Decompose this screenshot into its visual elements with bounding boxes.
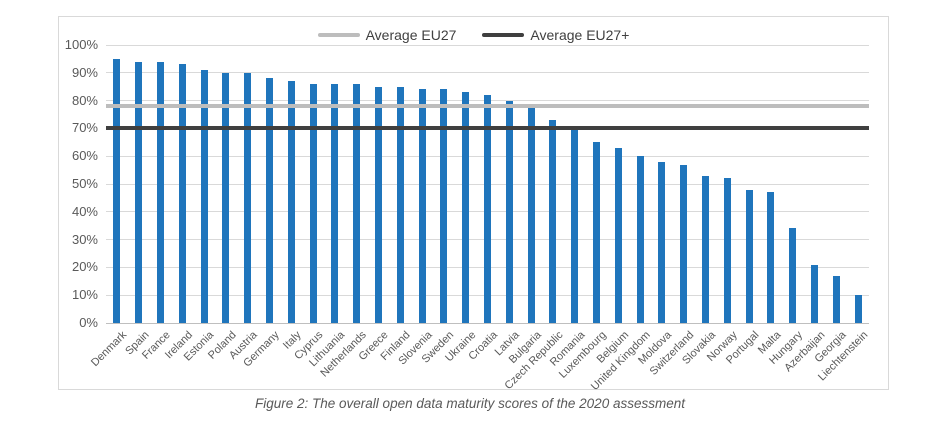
bar-greece [375, 86, 382, 323]
bar-georgia [832, 275, 840, 323]
bar-austria [244, 72, 252, 323]
bar-united-kingdom [636, 156, 644, 323]
average-eu27-line [106, 104, 869, 109]
bar-denmark [113, 58, 121, 323]
bar-latvia [505, 100, 513, 323]
y-tick-label: 30% [71, 231, 98, 247]
bar-lithuania [331, 83, 339, 323]
y-tick-label: 40% [71, 203, 98, 219]
bar-malta [767, 192, 775, 323]
bar-switzerland [680, 164, 688, 323]
bar-romania [571, 128, 579, 323]
bar-croatia [484, 95, 491, 323]
figure-2-bar-chart: Average EU27 Average EU27+ 0% 10% 20% 30% 40%… [58, 16, 889, 393]
bar-netherlands [353, 83, 361, 323]
bar-slovakia [702, 175, 709, 323]
bar-slovenia [418, 89, 426, 323]
y-tick-label: 50% [71, 176, 98, 191]
average-eu27-line-swatch [317, 33, 360, 37]
y-tick-label: 0% [79, 315, 98, 330]
y-tick-label: 100% [64, 37, 98, 52]
bar-estonia [200, 70, 208, 323]
figure-caption: Figure 2: The overall open data maturity… [255, 396, 685, 411]
average-eu27--line-swatch [482, 33, 525, 37]
bar-ukraine [462, 92, 470, 323]
bar-france [157, 61, 164, 323]
chart-legend: Average EU27 Average EU27+ [59, 27, 888, 43]
legend-item-average-eu27-: Average EU27+ [482, 27, 629, 43]
bar-hungary [789, 228, 797, 323]
legend-label: Average EU27 [365, 27, 457, 43]
bar-ireland [178, 64, 186, 323]
y-tick-label: 10% [71, 287, 98, 303]
y-tick-label: 70% [71, 120, 98, 136]
bar-italy [287, 81, 295, 323]
y-tick-label: 90% [71, 64, 98, 80]
average-eu27--line [106, 126, 869, 131]
bar-belgium [614, 147, 622, 323]
bar-poland [222, 72, 230, 323]
bar-germany [266, 78, 273, 323]
bar-moldova [658, 161, 666, 323]
bar-cyprus [309, 83, 317, 323]
y-tick-label: 60% [71, 148, 98, 164]
y-tick-label: 80% [71, 92, 98, 108]
legend-item-average-eu27: Average EU27 [317, 27, 457, 43]
gridline [106, 72, 869, 74]
legend-label: Average EU27+ [530, 27, 630, 43]
bar-czech-republic [549, 120, 557, 323]
bar-finland [396, 86, 404, 323]
bar-portugal [745, 189, 753, 323]
bar-bulgaria [527, 106, 535, 323]
y-tick-label: 20% [71, 259, 98, 275]
bar-azerbaijan [811, 264, 818, 323]
bar-sweden [440, 89, 448, 323]
x-axis-line [106, 322, 869, 324]
bar-liechtenstein [854, 295, 862, 323]
bar-spain [135, 61, 143, 323]
bar-luxembourg [593, 142, 600, 323]
gridline [106, 44, 869, 46]
bar-norway [723, 178, 731, 323]
